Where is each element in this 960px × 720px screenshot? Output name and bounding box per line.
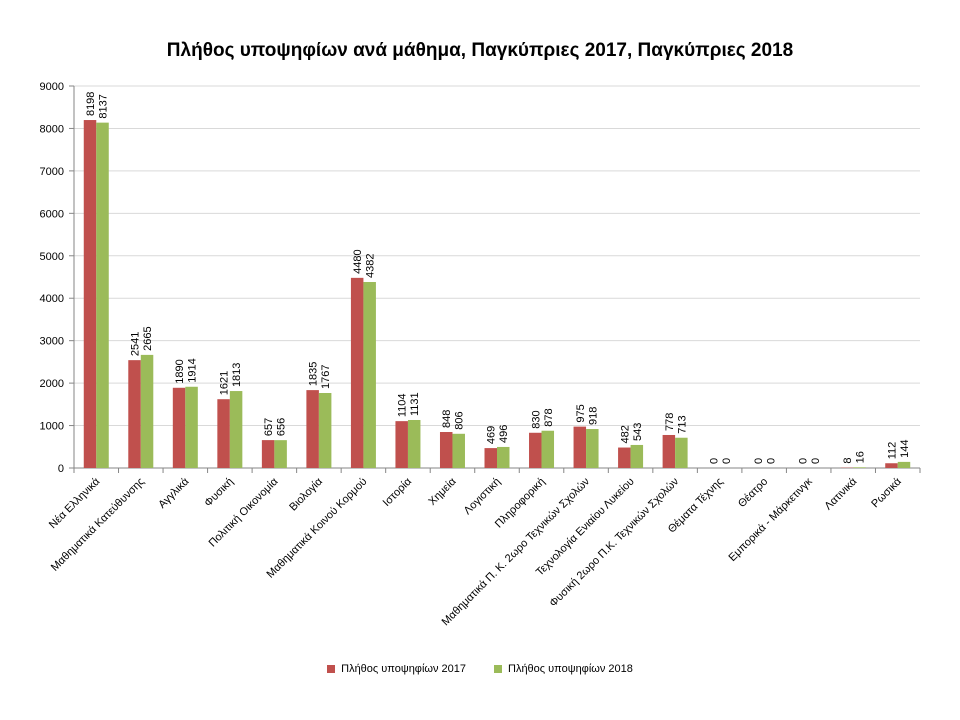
bar [229,391,243,468]
bar [541,430,555,468]
data-label: 1835 [308,362,320,386]
data-label: 0 [765,458,777,464]
bar [484,448,497,468]
bar [363,282,376,468]
data-label: 0 [797,458,809,464]
data-label: 482 [619,425,631,443]
y-tick-label: 4000 [40,293,64,305]
legend-item-2017: Πλήθος υποψηφίων 2017 [327,663,466,675]
data-label: 8 [842,458,854,464]
x-category-label: Βιολογία [287,475,325,513]
bar [618,447,631,468]
bar [439,432,453,468]
data-label: 656 [276,418,288,436]
bar [885,463,898,468]
x-category-label: Αγγλικά [156,475,192,511]
data-label: 657 [263,418,275,436]
bar [853,467,866,468]
data-label: 848 [441,410,453,428]
y-tick-label: 6000 [40,208,64,220]
bar [897,461,911,468]
data-label: 830 [530,410,542,428]
x-category-label: Λογιστική [462,476,503,517]
data-label: 1890 [174,359,186,383]
data-label: 2541 [130,332,142,356]
data-label: 1131 [409,392,421,416]
bar [96,122,109,469]
bar [83,120,97,469]
data-label: 543 [632,423,644,441]
bar [675,437,688,468]
data-label: 713 [676,415,688,433]
bar [185,386,198,468]
y-tick-label: 9000 [40,81,64,93]
y-tick-label: 7000 [40,166,64,178]
bar [630,444,644,468]
y-tick-label: 0 [58,463,64,475]
bar [497,446,510,468]
legend-item-2018: Πλήθος υποψηφίων 2018 [494,663,633,675]
bar [140,354,154,468]
data-label: 8137 [98,94,110,118]
bar [274,440,287,468]
data-label: 1767 [320,365,332,389]
x-category-label: Εμπορικά - Μάρκετινγκ [726,475,815,564]
legend-label-2017: Πλήθος υποψηφίων 2017 [341,663,466,675]
bar [407,419,421,468]
data-label: 144 [899,440,911,458]
bar [662,434,676,468]
chart-title: Πλήθος υποψηφίων ανά μάθημα, Παγκύπριες … [166,40,794,61]
x-category-label: Ρωσικά [869,475,904,510]
data-label: 0 [810,458,822,464]
data-label: 0 [721,458,733,464]
data-label: 2665 [142,326,154,350]
y-tick-label: 3000 [40,336,64,348]
legend: Πλήθος υποψηφίων 2017 Πλήθος υποψηφίων 2… [0,663,960,675]
bar [529,432,542,468]
data-label: 1104 [397,393,409,417]
data-label: 0 [753,458,765,464]
legend-swatch-2017 [327,665,336,673]
bar [395,421,408,468]
bar [128,360,141,468]
legend-label-2018: Πλήθος υποψηφίων 2018 [508,663,633,675]
bar [172,387,186,468]
data-label: 878 [543,408,555,426]
bar [261,440,275,468]
bar [573,426,587,468]
data-label: 0 [708,458,720,464]
data-label: 496 [498,425,510,443]
y-tick-label: 2000 [40,378,64,390]
data-label: 112 [886,442,898,460]
legend-swatch-2018 [494,665,502,673]
y-tick-label: 5000 [40,251,64,263]
data-label: 469 [486,426,498,444]
data-label: 918 [587,407,599,425]
x-category-label: Λατινικά [822,475,859,512]
bar [452,433,465,468]
bar [350,277,364,468]
bar [306,390,319,468]
x-category-label: Χημεία [426,475,459,508]
data-label: 16 [854,451,866,463]
bar [217,399,230,468]
data-label: 1621 [219,371,231,395]
data-label: 1813 [231,363,243,387]
bar [586,429,599,468]
data-label: 4382 [365,254,377,278]
data-label: 1914 [187,358,199,382]
x-category-label: Θέατρο [736,476,770,510]
data-label: 778 [664,413,676,431]
x-category-label: Μαθηματικά Κατεύθυνσης [49,476,147,574]
data-label: 4480 [352,249,364,273]
y-tick-label: 8000 [40,123,64,135]
data-label: 806 [454,411,466,429]
x-category-label: Ιστορία [381,475,415,509]
y-tick-label: 1000 [40,421,64,433]
bar [318,393,332,468]
data-label: 8198 [85,92,97,116]
x-category-label: Φυσική [202,476,236,510]
data-label: 975 [575,404,587,422]
